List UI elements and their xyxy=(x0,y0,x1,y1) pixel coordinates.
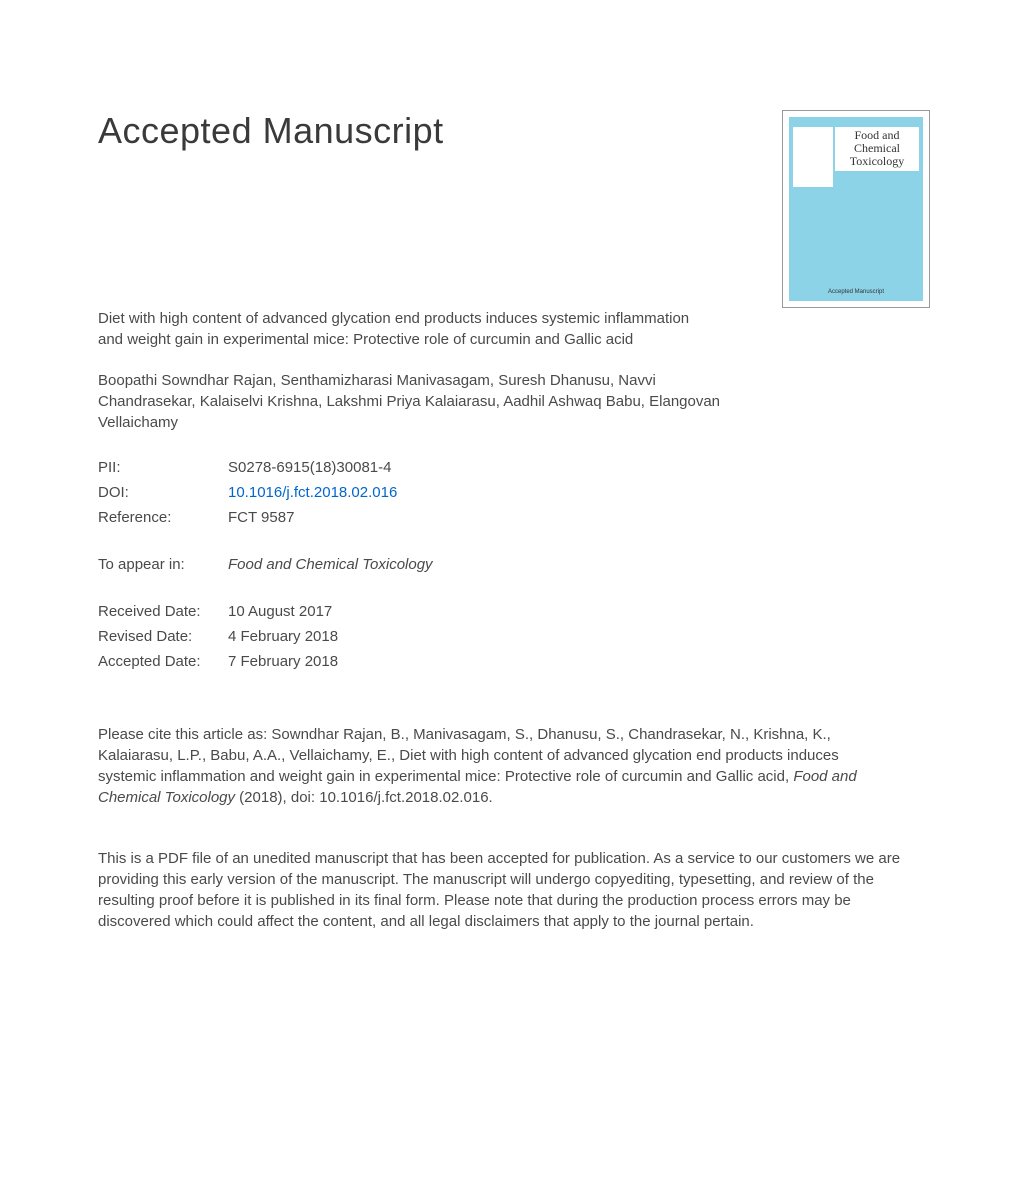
meta-label: PII: xyxy=(98,455,228,480)
meta-value: 10 August 2017 xyxy=(228,599,433,624)
journal-cover-thumbnail: Food and Chemical Toxicology Accepted Ma… xyxy=(782,110,930,308)
meta-row-revised: Revised Date: 4 February 2018 xyxy=(98,624,433,649)
meta-value: 4 February 2018 xyxy=(228,624,433,649)
cover-inner: Food and Chemical Toxicology Accepted Ma… xyxy=(789,117,923,301)
article-title: Diet with high content of advanced glyca… xyxy=(98,308,698,350)
meta-row-pii: PII: S0278-6915(18)30081-4 xyxy=(98,455,433,480)
meta-spacer xyxy=(98,577,433,599)
meta-value: FCT 9587 xyxy=(228,505,433,530)
meta-row-doi: DOI: 10.1016/j.fct.2018.02.016 xyxy=(98,480,433,505)
disclaimer-block: This is a PDF file of an unedited manusc… xyxy=(98,848,908,932)
meta-value: 7 February 2018 xyxy=(228,649,433,674)
author-list: Boopathi Sowndhar Rajan, Senthamizharasi… xyxy=(98,370,738,433)
cover-title-line: Toxicology xyxy=(837,155,917,168)
meta-label: To appear in: xyxy=(98,552,228,577)
meta-label: Accepted Date: xyxy=(98,649,228,674)
citation-suffix: (2018), doi: 10.1016/j.fct.2018.02.016. xyxy=(235,789,493,806)
meta-row-appear: To appear in: Food and Chemical Toxicolo… xyxy=(98,552,433,577)
meta-spacer xyxy=(98,530,433,552)
meta-label: DOI: xyxy=(98,480,228,505)
page-title: Accepted Manuscript xyxy=(98,110,444,152)
meta-row-received: Received Date: 10 August 2017 xyxy=(98,599,433,624)
meta-value: 10.1016/j.fct.2018.02.016 xyxy=(228,480,433,505)
meta-row-reference: Reference: FCT 9587 xyxy=(98,505,433,530)
citation-block: Please cite this article as: Sowndhar Ra… xyxy=(98,724,898,808)
document-page: Accepted Manuscript Food and Chemical To… xyxy=(0,0,1020,932)
cover-left-strip xyxy=(793,127,833,187)
metadata-table: PII: S0278-6915(18)30081-4 DOI: 10.1016/… xyxy=(98,455,433,674)
cover-journal-title: Food and Chemical Toxicology xyxy=(835,127,919,171)
doi-link[interactable]: 10.1016/j.fct.2018.02.016 xyxy=(228,484,397,501)
meta-label: Received Date: xyxy=(98,599,228,624)
meta-row-accepted: Accepted Date: 7 February 2018 xyxy=(98,649,433,674)
meta-value: Food and Chemical Toxicology xyxy=(228,552,433,577)
citation-prefix: Please cite this article as: Sowndhar Ra… xyxy=(98,726,839,785)
meta-label: Revised Date: xyxy=(98,624,228,649)
meta-label: Reference: xyxy=(98,505,228,530)
header-row: Accepted Manuscript Food and Chemical To… xyxy=(98,110,930,308)
meta-value: S0278-6915(18)30081-4 xyxy=(228,455,433,480)
cover-footer: Accepted Manuscript xyxy=(789,289,923,295)
